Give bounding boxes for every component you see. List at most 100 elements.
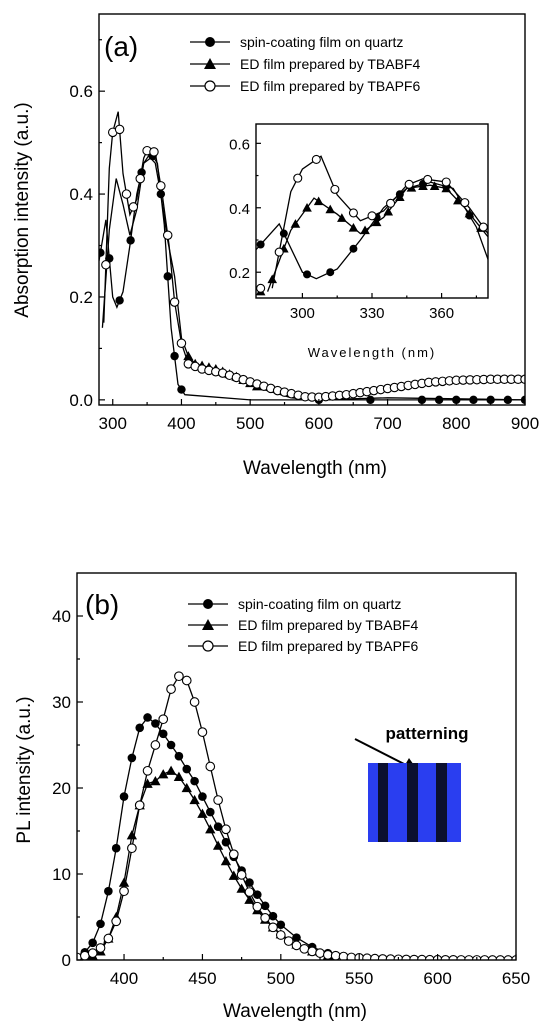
- data-point-open-circle: [268, 922, 278, 933]
- panel-b-axis-ticks: 400 450 500 550 600 650 0 10 20 30 40: [52, 607, 530, 988]
- data-point-open-circle: [330, 950, 341, 960]
- data-point-open-circle: [330, 184, 340, 194]
- data-point-filled-circle: [245, 878, 254, 887]
- data-point-open-circle: [315, 948, 325, 958]
- data-point-filled-circle: [166, 740, 176, 750]
- data-point-open-circle: [487, 955, 498, 960]
- data-point-open-circle: [495, 955, 506, 960]
- patterning-label: patterning: [385, 724, 468, 743]
- data-point-filled-triangle: [313, 196, 324, 206]
- y-tick-label: 0.6: [69, 82, 93, 101]
- data-point-open-circle: [205, 761, 216, 772]
- data-point-filled-triangle: [189, 794, 200, 805]
- data-point-open-circle: [260, 913, 270, 923]
- panel-b-plot-frame: [76, 572, 517, 961]
- y-tick-label: 40: [52, 607, 71, 626]
- x-tick-label: 360: [429, 305, 454, 322]
- data-point-open-circle: [189, 697, 200, 707]
- data-point-open-circle: [169, 297, 180, 307]
- data-point-open-circle: [158, 714, 169, 725]
- data-point-filled-circle: [170, 351, 179, 361]
- data-point-filled-circle: [163, 272, 172, 281]
- legend-label-tbabf4: ED film prepared by TBABF4: [240, 56, 420, 72]
- photo-stripe: [418, 763, 436, 842]
- panel-a-series-layer: [99, 111, 525, 405]
- series-line: [101, 157, 525, 401]
- data-point-filled-triangle: [325, 204, 336, 214]
- y-tick-label: 0.0: [69, 391, 93, 410]
- legend-label-tbapf6: ED film prepared by TBAPF6: [240, 78, 420, 94]
- annotation-arrow-shaft: [354, 738, 409, 767]
- x-tick-label: 450: [188, 969, 216, 988]
- panel-a-x-axis-title: Wavelength (nm): [243, 458, 387, 479]
- data-point-open-circle: [135, 173, 145, 184]
- panel-b: 400 450 500 550 600 650 0 10 20 30 40 (b) spin-coa…: [14, 572, 530, 1022]
- inset-x-axis-title: Wavelength (nm): [308, 345, 437, 360]
- x-tick-label: 300: [290, 305, 315, 322]
- data-point-open-circle: [311, 154, 321, 164]
- legend-label-spin-coating: spin-coating film on quartz: [240, 34, 403, 50]
- data-point-filled-triangle: [118, 877, 130, 887]
- y-tick-label: 0.6: [229, 136, 250, 153]
- data-point-filled-triangle: [383, 206, 394, 216]
- data-point-filled-triangle: [337, 213, 347, 222]
- data-point-open-circle: [423, 174, 433, 184]
- data-point-filled-circle: [303, 270, 312, 279]
- data-point-open-circle: [174, 671, 184, 682]
- data-point-open-circle: [441, 177, 451, 187]
- data-point-open-circle: [275, 930, 286, 940]
- data-point-filled-circle: [190, 776, 199, 786]
- data-point-filled-circle: [434, 395, 444, 405]
- data-point-filled-circle: [205, 807, 215, 817]
- data-point-filled-circle: [469, 395, 478, 405]
- data-point-filled-triangle: [181, 782, 192, 793]
- data-point-filled-circle: [115, 296, 124, 305]
- data-point-filled-triangle: [360, 225, 370, 235]
- photo-stripe: [388, 763, 407, 842]
- patterning-annotation: patterning: [354, 724, 469, 842]
- panel-b-label: (b): [85, 589, 119, 620]
- x-tick-label: 300: [99, 414, 127, 433]
- data-point-open-circle: [404, 179, 414, 189]
- x-tick-label: 600: [423, 969, 451, 988]
- panel-a-y-axis-title: Absorption intensity (a.u.): [12, 102, 33, 317]
- inset-background: [256, 124, 488, 298]
- data-point-open-circle: [293, 173, 303, 183]
- data-point-filled-triangle: [464, 208, 475, 218]
- y-tick-label: 0.4: [69, 185, 93, 204]
- panel-b-legend: spin-coating film on quartz ED film prep…: [188, 596, 418, 654]
- data-point-filled-triangle: [173, 771, 185, 781]
- data-point-open-circle: [323, 949, 333, 960]
- y-tick-label: 0.4: [229, 201, 250, 218]
- data-point-filled-triangle: [212, 840, 224, 850]
- data-point-open-circle: [134, 800, 145, 811]
- data-point-open-circle: [244, 887, 255, 897]
- data-point-filled-circle: [96, 919, 105, 929]
- data-point-filled-triangle: [158, 769, 169, 779]
- data-point-filled-triangle: [205, 824, 216, 834]
- data-point-filled-triangle: [395, 192, 405, 201]
- legend-marker-open-circle: [202, 640, 214, 652]
- data-point-open-circle: [256, 283, 266, 293]
- data-point-filled-circle: [119, 792, 129, 801]
- data-point-filled-circle: [198, 792, 207, 801]
- data-point-filled-triangle: [165, 765, 177, 775]
- panel-a-legend: spin-coating film on quartz ED film prep…: [190, 34, 420, 94]
- data-point-filled-circle: [349, 244, 358, 253]
- data-point-filled-circle: [174, 751, 184, 761]
- data-point-filled-circle: [182, 764, 192, 774]
- x-tick-label: 500: [236, 414, 264, 433]
- legend-label-tbabf4: ED film prepared by TBABF4: [238, 617, 418, 633]
- data-point-filled-triangle: [236, 883, 247, 893]
- data-point-filled-triangle: [441, 183, 452, 193]
- data-point-open-circle: [95, 943, 106, 953]
- data-point-filled-triangle: [197, 808, 208, 818]
- data-point-filled-circle: [143, 713, 152, 722]
- data-point-open-circle: [101, 260, 111, 270]
- data-point-open-circle: [503, 955, 514, 960]
- data-point-open-circle: [162, 230, 173, 240]
- y-tick-label: 20: [52, 779, 71, 798]
- data-point-open-circle: [114, 124, 125, 135]
- data-point-open-circle: [111, 916, 122, 927]
